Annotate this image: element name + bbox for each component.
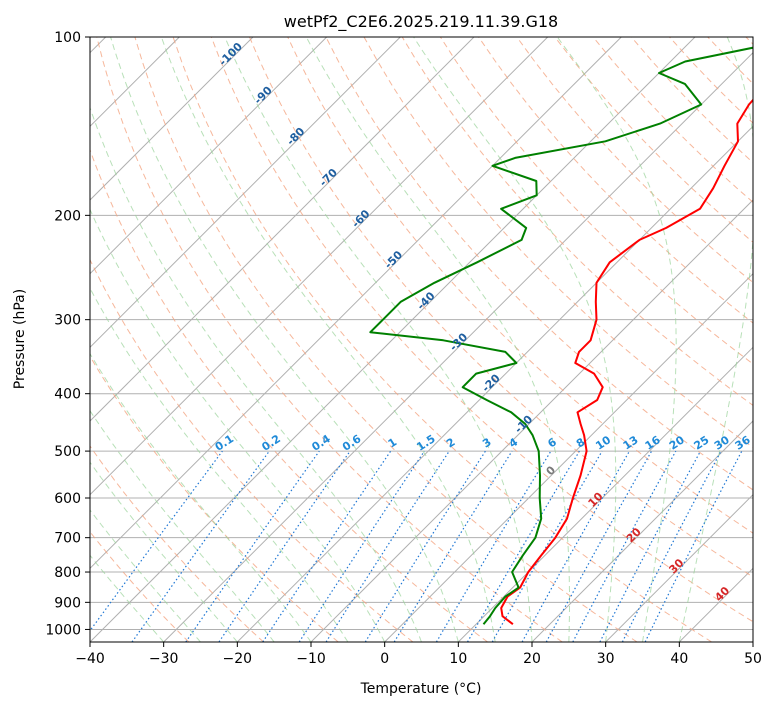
y-tick-label: 600 [54, 491, 81, 507]
x-axis-label: Temperature (°C) [360, 681, 482, 697]
isotherm-line [90, 37, 696, 642]
y-tick-label: 200 [54, 208, 81, 224]
y-tick-label: 300 [54, 313, 81, 329]
y-tick-label: 100 [54, 30, 81, 46]
mixing-ratio-line [521, 450, 631, 642]
isotherm-line [90, 37, 549, 496]
axes: −40 −30 −20 −10 0 10 20 30 40 50 100 200 300 400 500 60… [45, 30, 762, 667]
dry-adiabat [249, 37, 753, 578]
isotherm-line [90, 37, 622, 570]
isotherm-line [90, 37, 328, 275]
x-tick-label: 40 [670, 651, 688, 667]
isotherm-line [163, 51, 753, 642]
dry-adiabat [172, 37, 712, 642]
mixing-ratio-line [644, 450, 743, 642]
moist-adiabat [110, 37, 459, 642]
isotherm-line [531, 420, 753, 642]
mixing-ratio-line [185, 450, 320, 642]
moist-adiabat [90, 509, 201, 642]
mixing-ratio-line [325, 450, 450, 642]
y-tick-label: 1000 [45, 622, 81, 638]
series-layer [369, 46, 753, 625]
x-tick-label: 50 [744, 651, 762, 667]
x-tick-label: 0 [380, 651, 389, 667]
dry-adiabat [90, 445, 264, 642]
x-tick-label: −30 [149, 651, 179, 667]
mixing-ratio-line [218, 450, 351, 642]
dry-adiabat [134, 37, 638, 642]
mixing-ratio-line [131, 450, 270, 642]
moist-adiabat [90, 554, 165, 642]
dry-adiabat [90, 258, 414, 642]
mixing-ratio-line [545, 450, 653, 642]
dewpoint-profile [369, 46, 753, 625]
y-tick-label: 800 [54, 565, 81, 581]
moist-adiabat [90, 208, 386, 642]
grid-layer [90, 37, 753, 642]
temperature-profile [500, 98, 753, 625]
dry-adiabat [210, 37, 753, 623]
moist-adiabat [90, 461, 238, 642]
x-tick-label: −10 [296, 651, 326, 667]
dry-adiabat [325, 37, 753, 491]
chart-title: wetPf2_C2E6.2025.219.11.39.G18 [284, 12, 558, 32]
mixing-ratio-line [572, 450, 677, 642]
mixing-ratio-line [90, 450, 223, 632]
isotherm-line [752, 641, 753, 642]
isotherm-line [236, 125, 753, 642]
dry-adiabat [287, 37, 753, 534]
x-tick-label: −40 [75, 651, 105, 667]
isotherm-line [457, 346, 753, 642]
y-tick-label: 700 [54, 531, 81, 547]
y-tick-label: 400 [54, 387, 81, 403]
moist-adiabat [90, 106, 422, 642]
x-tick-label: 30 [597, 651, 615, 667]
moist-adiabat [413, 37, 617, 642]
y-axis-label: Pressure (hPa) [12, 289, 28, 389]
moist-adiabat [556, 37, 677, 642]
moist-adiabat [678, 37, 753, 642]
x-tick-label: −20 [223, 651, 253, 667]
moist-adiabat [90, 409, 275, 642]
plot-area [90, 37, 753, 642]
y-tick-label: 500 [54, 444, 81, 460]
isotherm-line [310, 199, 753, 642]
isotherm-line [384, 272, 753, 642]
y-tick-label: 900 [54, 595, 81, 611]
isotherm-line [605, 493, 753, 642]
mixing-ratio-line [393, 450, 513, 642]
dry-adiabat [90, 355, 339, 642]
mixing-ratio-line [298, 450, 425, 642]
isotherm-line [90, 37, 475, 422]
dry-adiabat [516, 37, 753, 284]
moist-adiabat [90, 352, 312, 642]
isotherm-line [90, 37, 254, 201]
plot-frame [89, 36, 754, 643]
moist-adiabat [224, 37, 533, 642]
mixing-ratio-line [262, 450, 392, 642]
moist-adiabat [160, 37, 496, 642]
x-tick-label: 20 [523, 651, 541, 667]
x-tick-label: 10 [449, 651, 467, 667]
moist-adiabat [90, 287, 349, 642]
